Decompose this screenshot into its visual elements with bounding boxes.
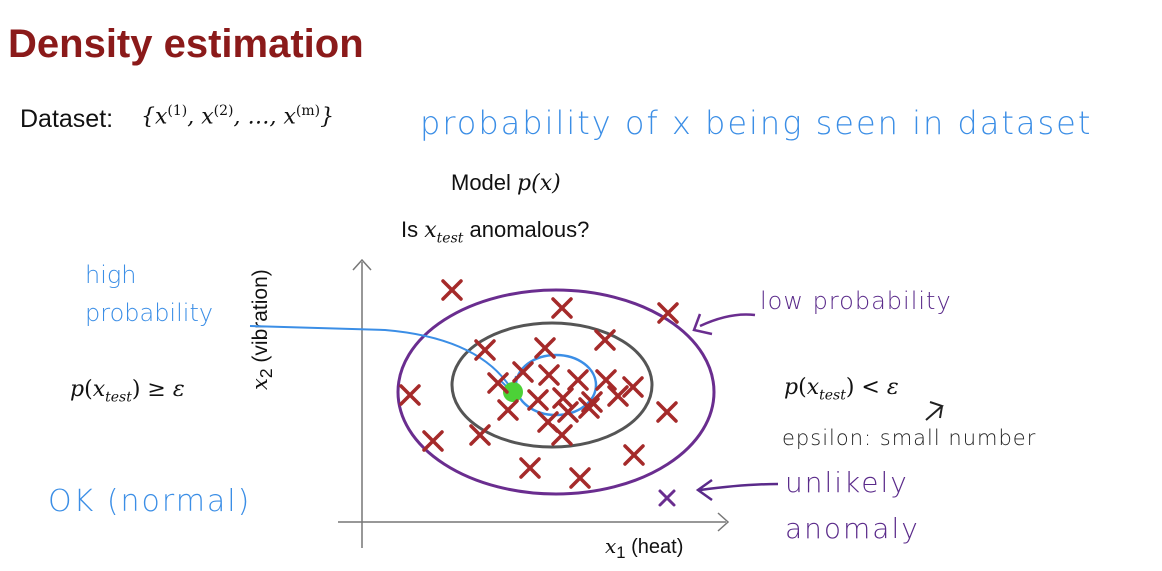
high-probability-arrow	[249, 325, 513, 391]
x-axis-arrow	[717, 512, 730, 532]
data-point-x	[469, 424, 491, 446]
data-point-x	[551, 297, 573, 319]
page-title: Density estimation	[8, 22, 364, 66]
inner-ellipse	[450, 321, 654, 449]
test-point	[503, 382, 523, 402]
unlikely-line: unlikely	[785, 466, 909, 499]
low-probability-note: low probability	[760, 287, 952, 315]
data-point-x	[581, 391, 603, 413]
data-point-x	[519, 457, 541, 479]
anomaly-line: anomaly	[785, 512, 920, 545]
anomaly-point	[658, 489, 676, 507]
data-point-x	[569, 467, 591, 489]
data-point-x	[552, 387, 574, 409]
anomaly-x-stroke	[658, 489, 676, 507]
data-point-x	[399, 384, 421, 406]
low-probability-arrowhead	[692, 313, 713, 336]
data-point-x	[623, 444, 645, 466]
data-point-x	[567, 369, 589, 391]
x-axis-label: x1 (heat)	[605, 534, 684, 562]
formula-low: p(xtest) < ε	[784, 375, 899, 404]
data-point-x	[538, 364, 560, 386]
formula-high: p(xtest) ≥ ε	[70, 377, 185, 406]
high-probability-line1: high	[85, 261, 137, 289]
data-point-x	[557, 401, 579, 423]
dataset-set: {x(1), x(2), …, x(m)}	[141, 103, 335, 130]
data-point-x	[551, 424, 573, 446]
data-point-x	[497, 399, 519, 421]
anomaly-question: Is xtest anomalous?	[401, 217, 590, 247]
data-point-x	[441, 279, 463, 301]
dataset-label: Dataset:	[20, 105, 114, 133]
anomaly-arrowhead	[695, 478, 713, 502]
data-point-x	[487, 372, 509, 394]
data-point-x	[607, 385, 629, 407]
epsilon-arrow	[925, 401, 944, 421]
data-points	[399, 279, 679, 489]
data-point-x	[657, 302, 679, 324]
model-label: Model p(x)	[451, 170, 561, 196]
data-point-x	[578, 397, 600, 419]
outer-ellipse	[396, 288, 716, 496]
data-point-x	[474, 339, 496, 361]
low-probability-arrow	[699, 313, 756, 328]
high-probability-line2: probability	[85, 299, 214, 327]
data-point-x	[534, 337, 556, 359]
data-point-x	[422, 430, 444, 452]
y-axis-arrow	[352, 258, 372, 271]
anomaly-arrow	[699, 482, 779, 492]
data-point-x	[595, 369, 617, 391]
data-point-x	[622, 376, 644, 398]
data-point-x	[594, 329, 616, 351]
data-point-x	[527, 389, 549, 411]
unlikely-anomaly-note: unlikely anomaly	[785, 460, 920, 552]
epsilon-note: epsilon: small number	[782, 426, 1037, 450]
probability-note: probability of x being seen in dataset	[420, 104, 1093, 142]
ok-normal-note: OK (normal)	[48, 484, 252, 519]
data-point-x	[656, 401, 678, 423]
data-point-x	[512, 361, 534, 383]
high-probability-note: high probability	[85, 256, 213, 332]
